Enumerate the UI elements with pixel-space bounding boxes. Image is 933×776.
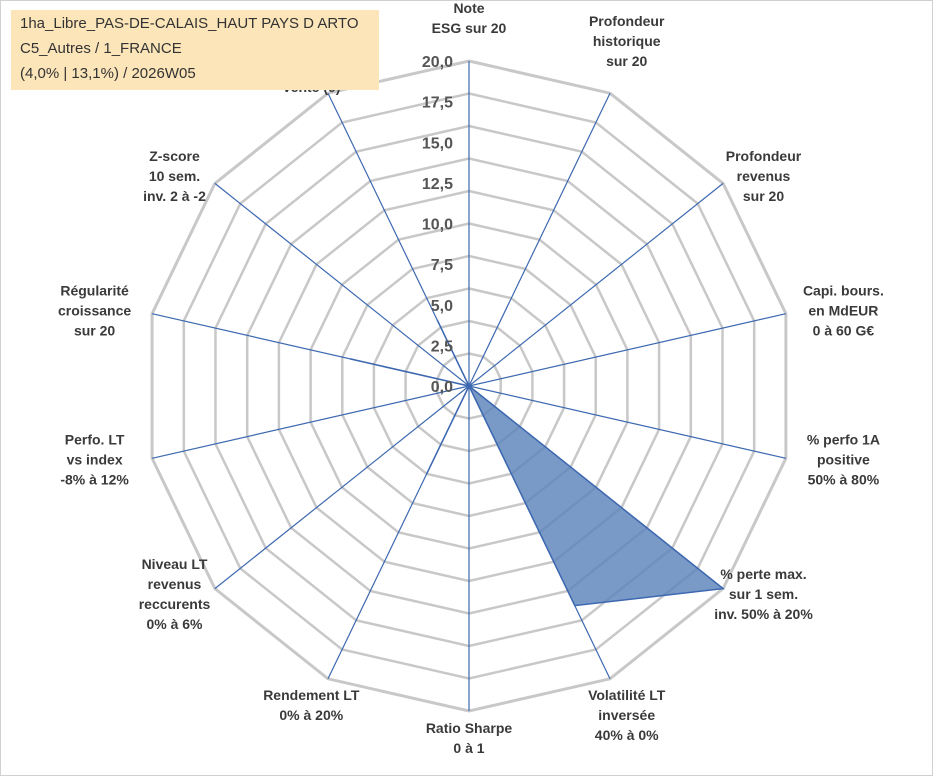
radar-series <box>350 319 725 607</box>
category-label-line: historique <box>593 33 661 49</box>
category-label-line: Capi. bours. <box>803 283 884 299</box>
category-label-line: sur 20 <box>743 188 784 204</box>
category-label: Rendement LT 0% à 20% <box>263 687 360 723</box>
radial-tick-labels: 0,0 2,5 5,0 7,5 10,0 12,5 15,0 17,5 20,0 <box>422 54 453 396</box>
series-area <box>350 319 725 607</box>
category-label-line: 0% à 6% <box>146 616 203 632</box>
category-label-line: % perte max. <box>720 566 806 582</box>
tick-label: 7,5 <box>431 257 453 274</box>
category-label: Volatilité LT inversée 40% à 0% <box>588 687 666 743</box>
category-label: Régularité croissance sur 20 <box>58 283 131 339</box>
category-label-line: croissance <box>58 303 131 319</box>
info-box: 1ha_Libre_PAS-DE-CALAIS_HAUT PAYS D ARTO… <box>11 10 379 90</box>
tick-label: 0,0 <box>431 379 453 396</box>
category-label-line: inversée <box>598 707 655 723</box>
category-label-line: 0 à 60 G€ <box>813 323 875 339</box>
tick-label: 10,0 <box>422 217 453 234</box>
category-label-line: Profondeur <box>726 148 802 164</box>
category-label: Note ESG sur 20 <box>432 1 507 36</box>
info-title: 1ha_Libre_PAS-DE-CALAIS_HAUT PAYS D ARTO <box>20 15 359 32</box>
category-label-line: % perfo 1A <box>807 432 880 448</box>
category-labels: Note ESG sur 20 Profondeur historique sur 20… <box>58 1 884 756</box>
category-label: % perfo 1A positive 50% à 80% <box>807 432 880 488</box>
category-label-line: Niveau LT <box>142 556 208 572</box>
category-label: % perte max. sur 1 sem. inv. 50% à 20% <box>714 566 813 622</box>
category-label-line: Régularité <box>60 283 129 299</box>
axis-spoke <box>214 385 470 590</box>
category-label-line: Ratio Sharpe <box>426 720 513 736</box>
category-label-line: revenus <box>148 576 202 592</box>
category-label: Profondeur historique sur 20 <box>589 13 665 69</box>
category-label-line: Volatilité LT <box>588 687 666 703</box>
tick-label: 2,5 <box>431 338 453 355</box>
category-label-line: Note <box>453 1 484 16</box>
category-label-line: revenus <box>737 168 791 184</box>
category-label: Perfo. LT vs index -8% à 12% <box>60 432 129 488</box>
axis-spoke <box>468 385 787 459</box>
category-label-line: reccurents <box>139 596 211 612</box>
category-label-line: Perfo. LT <box>65 432 125 448</box>
category-label-line: Rendement LT <box>263 687 360 703</box>
axis-spoke <box>468 313 787 387</box>
tick-label: 15,0 <box>422 135 453 152</box>
category-label: Ratio Sharpe 0 à 1 <box>426 720 513 756</box>
tick-label: 20,0 <box>422 54 453 71</box>
tick-label: 17,5 <box>422 95 453 112</box>
category-label-line: Z-score <box>149 148 200 164</box>
radar-spokes <box>151 61 787 711</box>
category-label: Z-score 10 sem. inv. 2 à -2 <box>143 148 206 204</box>
axis-spoke <box>468 92 611 387</box>
category-label-line: 0% à 20% <box>279 707 343 723</box>
category-label-line: en MdEUR <box>808 303 878 319</box>
info-category: C5_Autres / 1_FRANCE <box>20 40 182 57</box>
category-label-line: 10 sem. <box>149 168 200 184</box>
category-label-line: sur 1 sem. <box>729 586 798 602</box>
category-label-line: inv. 2 à -2 <box>143 188 206 204</box>
category-label-line: inv. 50% à 20% <box>714 606 813 622</box>
category-label-line: 0 à 1 <box>453 740 484 756</box>
category-label-line: -8% à 12% <box>60 472 129 488</box>
category-label-line: vs index <box>67 452 123 468</box>
category-label-line: 40% à 0% <box>595 727 659 743</box>
tick-label: 5,0 <box>431 298 453 315</box>
axis-spoke <box>151 385 470 459</box>
category-label-line: 50% à 80% <box>808 472 880 488</box>
category-label: Capi. bours. en MdEUR 0 à 60 G€ <box>803 283 884 339</box>
category-label-line: positive <box>817 452 870 468</box>
category-label-line: Profondeur <box>589 13 665 29</box>
axis-spoke <box>468 182 724 387</box>
info-stats: (4,0% | 13,1%) / 2026W05 <box>20 65 196 82</box>
category-label: Profondeur revenus sur 20 <box>726 148 802 204</box>
category-label: Niveau LT revenus reccurents 0% à 6% <box>139 556 211 632</box>
category-label-line: sur 20 <box>606 53 647 69</box>
category-label-line: ESG sur 20 <box>432 20 507 36</box>
tick-label: 12,5 <box>422 176 453 193</box>
axis-spoke <box>214 182 470 387</box>
category-label-line: sur 20 <box>74 323 115 339</box>
